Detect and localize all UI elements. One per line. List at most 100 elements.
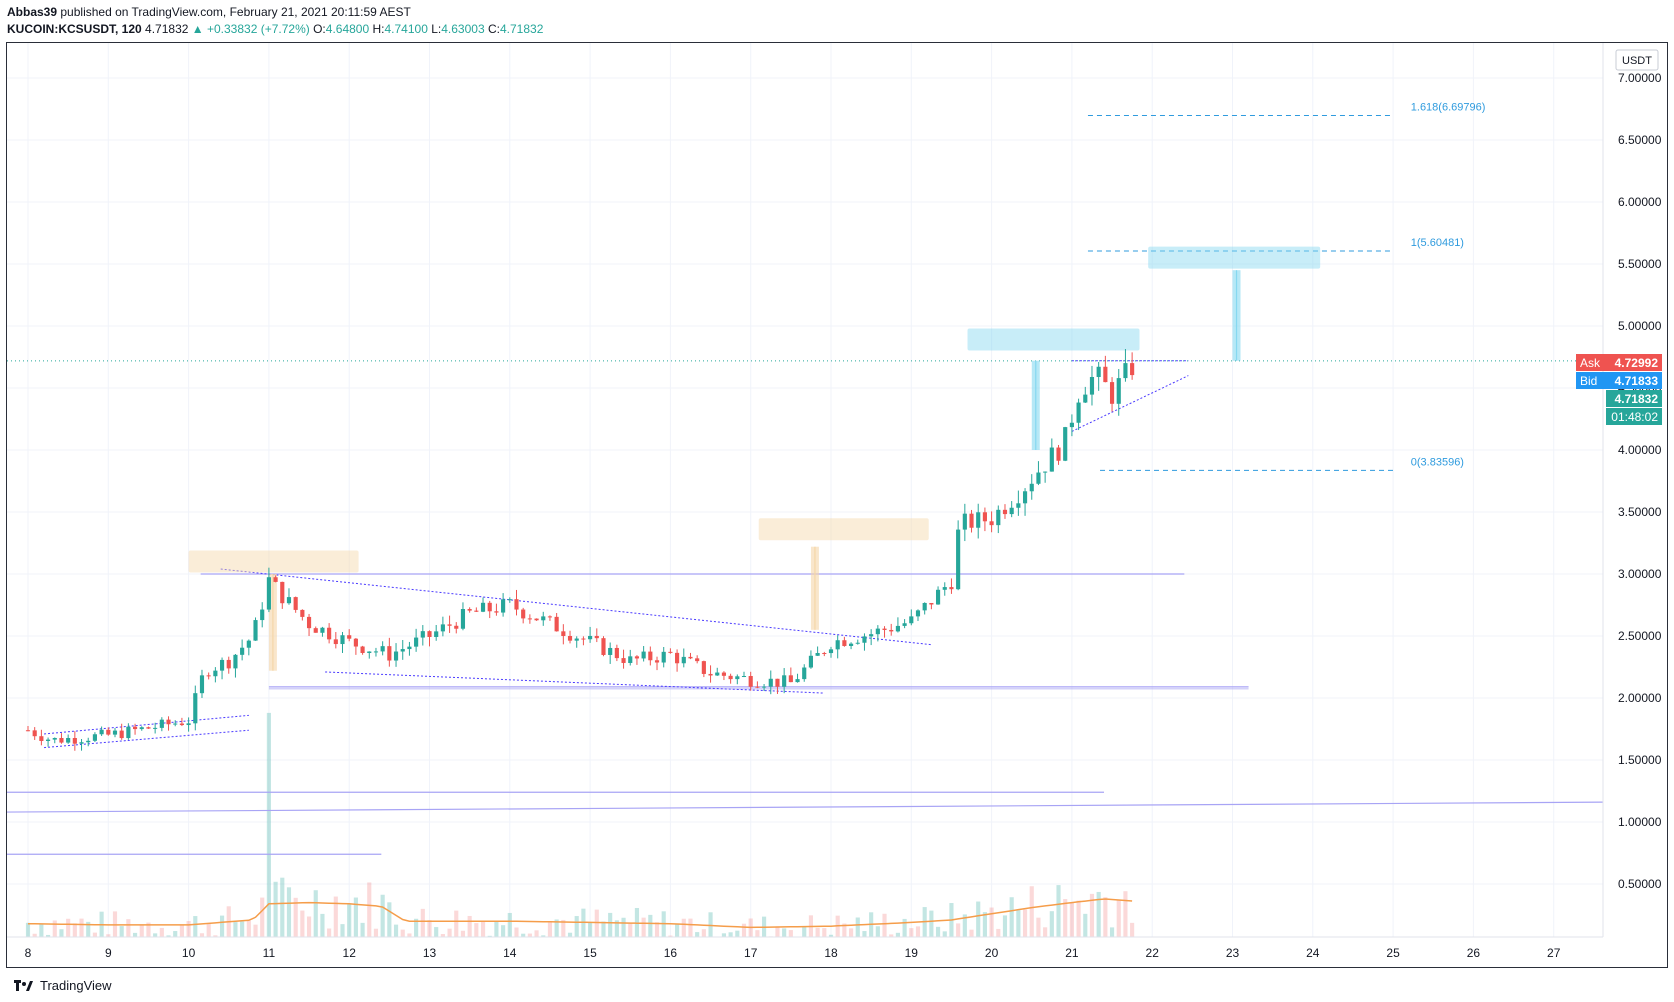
volume-bar [199,933,205,937]
volume-bar [66,918,71,937]
tradingview-brand[interactable]: TradingView [14,978,112,993]
price-tick-label: 1.50000 [1618,753,1662,767]
candle-body [306,616,312,629]
candle-body [822,653,827,655]
time-tick-label: 12 [343,946,357,960]
candle-body [119,730,124,739]
volume-bar [206,923,211,937]
volume-bar [260,897,265,937]
candle-body [286,597,292,604]
candle-body [219,659,225,671]
volume-bar [909,928,914,937]
candle-body [581,638,586,640]
volume-bar [527,933,532,937]
volume-bar [628,923,633,937]
volume-bar [393,924,399,937]
volume-bar [969,929,974,937]
volume-bar [434,927,439,937]
candle-body [333,639,338,645]
candle-body [996,509,1001,526]
volume-bar [1103,897,1108,937]
candle-body [240,647,245,655]
volume-bar [373,928,379,937]
volume-bar [681,918,686,937]
candle-body [715,672,720,676]
price-tick-label: 2.00000 [1618,691,1662,705]
candle-body [661,651,666,663]
tradingview-logo-icon [14,979,34,992]
volume-bar [92,932,97,937]
bid-label: Bid [1580,374,1597,388]
time-tick-label: 20 [985,946,999,960]
candles [25,349,1135,751]
volume-bar [46,934,51,937]
time-tick-label: 11 [263,946,276,960]
candle-body [755,686,760,688]
volume-bar [701,929,706,937]
candle-body [855,642,860,644]
measure-label-3 [967,328,1140,351]
candle-body [507,599,512,601]
candle-body [594,635,599,639]
candle-body [889,629,894,632]
candle-body [775,678,780,687]
volume-bar [233,922,238,937]
candle-body [112,730,118,735]
candle-body [648,651,653,661]
open-value: 4.64800 [325,22,370,36]
candle-body [320,627,325,633]
volume-bar [253,924,258,937]
time-tick-label: 22 [1146,946,1160,960]
volume-bar [976,901,981,937]
price-tick-label: 1.00000 [1618,815,1662,829]
candle-body [1016,503,1021,508]
volume-bar [1036,917,1041,937]
interval: 120 [121,22,142,36]
candle-body [146,727,151,729]
candle-body [1103,366,1108,383]
volume-bar [1089,893,1095,937]
symbol-name[interactable]: KUCOIN:KCSUSDT [7,22,115,36]
volume-bar [614,920,619,937]
candle-body [768,678,773,687]
last-price: 4.71832 [145,22,189,36]
candle-body [199,675,205,694]
volume-bar [1076,900,1081,937]
candle-body [849,643,854,646]
candle-body [427,631,432,637]
candle-body [721,672,727,676]
candle-body [654,660,660,663]
volume-bar [902,918,907,937]
candle-body [434,631,439,637]
time-tick-label: 24 [1306,946,1320,960]
volume-bar [842,923,847,937]
volume-bar [166,935,171,937]
candle-body [1009,507,1014,515]
candle-body [494,611,499,613]
volume-bar [380,894,385,937]
candle-body [487,602,492,612]
countdown-value: 01:48:02 [1611,410,1658,424]
volume-bar [1109,927,1115,937]
volume-bar [547,922,553,937]
volume-bar [668,935,673,937]
fib-level-label: 0(3.83596) [1411,456,1464,468]
volume-bar [982,912,987,937]
candle-body [66,738,71,743]
volume-bar [507,912,512,937]
candle-body [862,636,867,643]
candle-body [554,616,559,632]
candle-body [193,693,198,724]
candle-body [982,512,987,522]
candle-body [895,625,900,632]
candle-body [588,635,593,640]
price-tick-label: 7.00000 [1618,71,1662,85]
volume-bar [802,926,807,937]
volume-bar [219,915,225,937]
volume-bar [480,920,486,937]
author-name[interactable]: Abbas39 [7,5,58,19]
candle-body [701,661,706,674]
volume-bar [126,919,131,937]
volume-bar [782,928,787,937]
